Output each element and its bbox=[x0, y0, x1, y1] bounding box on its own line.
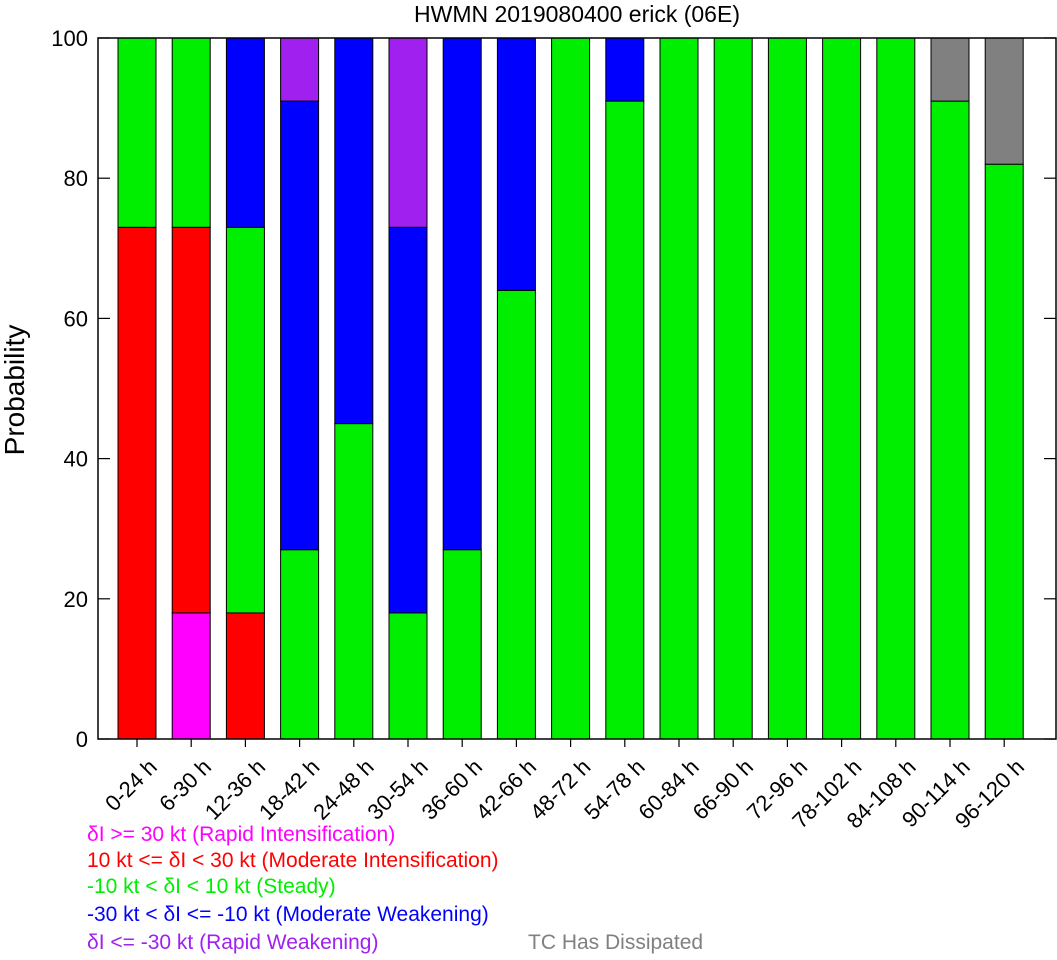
chart-title: HWMN 2019080400 erick (06E) bbox=[414, 1, 740, 27]
bar-segment-15-series-5 bbox=[930, 37, 970, 102]
x-tick-label-2: 12-36 h bbox=[200, 754, 270, 824]
bar-segment-3-series-3 bbox=[280, 100, 320, 551]
bar-segment-3-series-4 bbox=[280, 37, 320, 102]
legend-moderate-intensification: 10 kt <= δI < 30 kt (Moderate Intensific… bbox=[87, 849, 499, 872]
y-tick-label-20: 20 bbox=[64, 587, 88, 612]
x-tick-label-9: 54-78 h bbox=[579, 754, 649, 824]
bar-segment-6-series-3 bbox=[442, 37, 482, 551]
bar-segment-7-series-2 bbox=[496, 289, 536, 740]
bar-segment-14-series-2 bbox=[876, 37, 916, 740]
x-tick-label-5: 30-54 h bbox=[362, 754, 432, 824]
bar-segment-3-series-2 bbox=[280, 549, 320, 740]
legend-rapid-intensification: δI >= 30 kt (Rapid Intensification) bbox=[87, 823, 396, 846]
y-tick-label-40: 40 bbox=[64, 447, 88, 472]
bar-segment-11-series-2 bbox=[713, 37, 753, 740]
bar-segment-5-series-2 bbox=[388, 612, 428, 740]
x-tick-label-8: 48-72 h bbox=[525, 754, 595, 824]
legend-moderate-weakening: -30 kt < δI <= -10 kt (Moderate Weakenin… bbox=[87, 903, 489, 926]
bar-segment-12-series-2 bbox=[767, 37, 807, 740]
bar-segment-9-series-3 bbox=[605, 37, 645, 102]
bar-segment-6-series-2 bbox=[442, 549, 482, 740]
bar-segment-0-series-2 bbox=[117, 37, 157, 228]
bar-segment-2-series-1 bbox=[225, 612, 265, 740]
y-axis-ticks: 0 20 40 60 80 100 bbox=[51, 26, 1056, 752]
bar-segment-0-series-1 bbox=[117, 226, 157, 740]
bar-segment-7-series-3 bbox=[496, 37, 536, 291]
y-tick-label-80: 80 bbox=[64, 166, 88, 191]
bar-segment-10-series-2 bbox=[659, 37, 699, 740]
x-tick-label-11: 66-90 h bbox=[688, 754, 758, 824]
legend-rapid-weakening: δI <= -30 kt (Rapid Weakening) bbox=[87, 931, 379, 954]
legend-steady: -10 kt < δI < 10 kt (Steady) bbox=[87, 875, 336, 898]
bar-segment-5-series-3 bbox=[388, 226, 428, 614]
bar-segment-8-series-2 bbox=[551, 37, 591, 740]
x-tick-label-4: 24-48 h bbox=[308, 754, 378, 824]
legend-dissipated: TC Has Dissipated bbox=[528, 931, 704, 954]
bars-group bbox=[117, 37, 1024, 740]
bar-segment-1-series-0 bbox=[171, 612, 211, 740]
bar-segment-2-series-2 bbox=[225, 226, 265, 614]
y-tick-label-0: 0 bbox=[76, 727, 88, 752]
x-tick-label-0: 0-24 h bbox=[100, 754, 162, 816]
y-axis-label: Probability bbox=[0, 325, 30, 456]
bar-segment-1-series-2 bbox=[171, 37, 211, 228]
bar-segment-1-series-1 bbox=[171, 226, 211, 614]
plot-frame bbox=[97, 37, 1057, 740]
bar-segment-4-series-2 bbox=[334, 423, 374, 740]
bar-segment-15-series-2 bbox=[930, 100, 970, 740]
bar-segment-4-series-3 bbox=[334, 37, 374, 425]
bar-segment-16-series-2 bbox=[984, 163, 1024, 740]
y-tick-label-60: 60 bbox=[64, 306, 88, 331]
x-tick-label-10: 60-84 h bbox=[633, 754, 703, 824]
bar-segment-13-series-2 bbox=[822, 37, 862, 740]
bar-segment-9-series-2 bbox=[605, 100, 645, 740]
bar-segment-16-series-5 bbox=[984, 37, 1024, 165]
bar-segment-5-series-4 bbox=[388, 37, 428, 228]
y-tick-label-100: 100 bbox=[51, 26, 88, 51]
x-tick-label-3: 18-42 h bbox=[254, 754, 324, 824]
x-tick-label-7: 42-66 h bbox=[471, 754, 541, 824]
x-axis-ticks: 0-24 h6-30 h12-36 h18-42 h24-48 h30-54 h… bbox=[100, 739, 1029, 833]
x-tick-label-6: 36-60 h bbox=[417, 754, 487, 824]
bar-segment-2-series-3 bbox=[225, 37, 265, 228]
